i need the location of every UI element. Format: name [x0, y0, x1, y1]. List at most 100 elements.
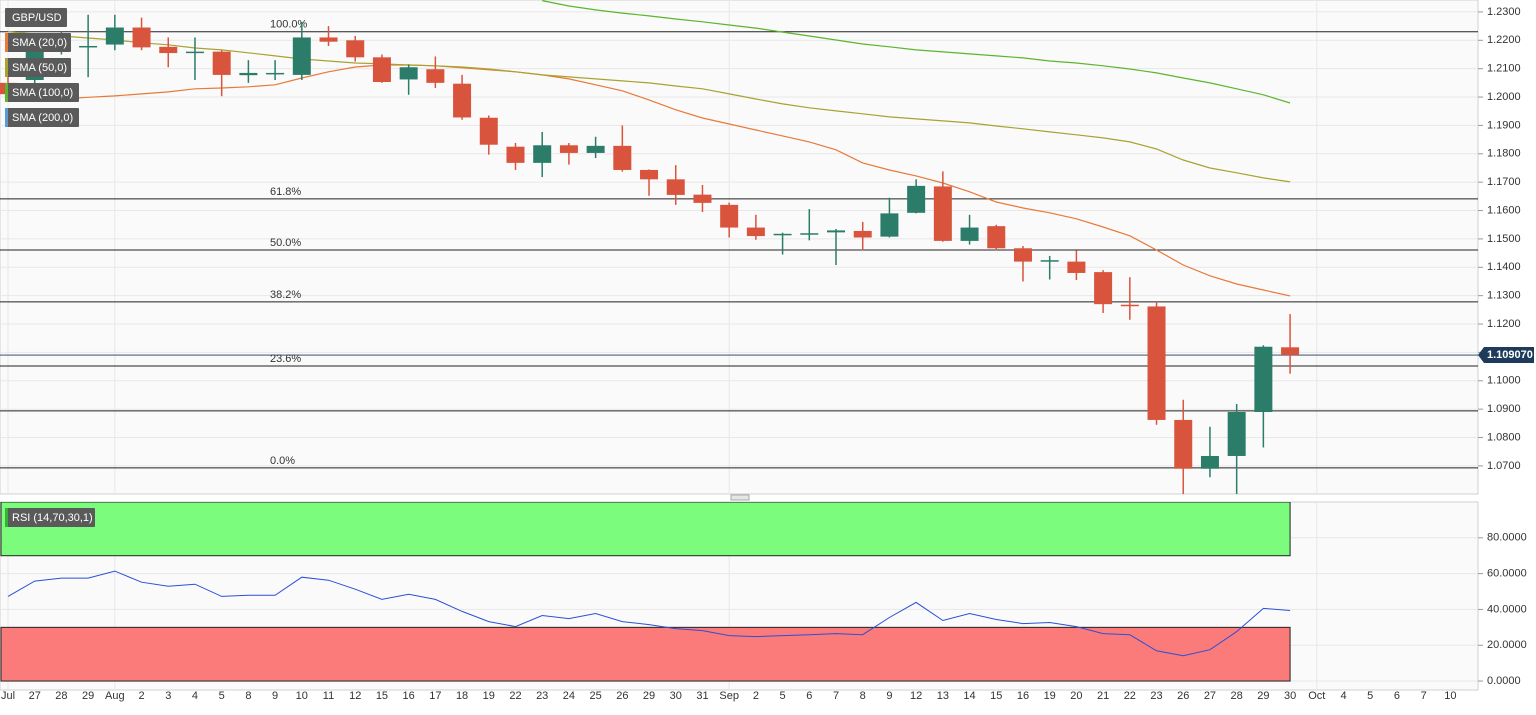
x-tick-label: 20 — [1070, 690, 1082, 702]
x-tick-label: 6 — [1394, 690, 1400, 702]
candle-body — [960, 227, 979, 241]
legend-swatch — [5, 108, 8, 127]
candle-body — [640, 169, 659, 180]
legend-box — [5, 58, 71, 77]
x-tick-label: 26 — [1177, 690, 1189, 702]
x-tick-label: 11 — [323, 690, 334, 702]
candle-body — [613, 145, 632, 170]
x-tick-label: 5 — [219, 690, 225, 702]
candle-body — [132, 27, 151, 48]
candle-body — [1147, 306, 1166, 420]
x-tick-label: Aug — [105, 690, 125, 702]
x-tick-label: 31 — [696, 690, 708, 702]
x-tick-label: 28 — [55, 690, 67, 702]
candle-body — [987, 226, 1006, 249]
x-tick-label: 27 — [1204, 690, 1216, 702]
x-tick-label: 3 — [165, 690, 171, 702]
candle-body — [853, 230, 872, 238]
x-tick-label: 18 — [456, 690, 468, 702]
x-tick-label: 12 — [910, 690, 922, 702]
candle-body — [292, 37, 311, 75]
fib-label: 50.0% — [270, 237, 301, 249]
y-tick-label: 1.2200 — [1487, 34, 1521, 46]
x-tick-label: 25 — [589, 690, 601, 702]
candle-body — [1281, 347, 1300, 355]
candle-body — [1040, 260, 1059, 262]
y-tick-label: 1.0900 — [1487, 403, 1521, 415]
x-tick-label: 14 — [963, 690, 975, 702]
y-tick-label: 1.1500 — [1487, 233, 1521, 245]
y-tick-label: 1.1700 — [1487, 176, 1521, 188]
legend-box — [5, 83, 79, 102]
legend-box — [5, 508, 95, 527]
x-tick-label: 7 — [1421, 690, 1427, 702]
y-tick-label: 0.0000 — [1487, 675, 1521, 687]
rsi-plot — [0, 502, 1478, 690]
candle-body — [880, 213, 899, 237]
x-tick-label: 5 — [780, 690, 786, 702]
candle-body — [1200, 455, 1219, 469]
candle-body — [79, 45, 98, 48]
x-tick-label: 30 — [1284, 690, 1296, 702]
candle-body — [266, 72, 285, 75]
candle-body — [1174, 419, 1193, 469]
x-tick-label: 21 — [1097, 690, 1109, 702]
y-tick-label: 80.0000 — [1487, 532, 1527, 544]
candle-body — [1254, 346, 1273, 412]
candle-body — [506, 146, 525, 163]
candle-body — [827, 230, 846, 233]
candle-body — [426, 69, 445, 83]
legend-swatch — [5, 33, 8, 52]
candle-body — [346, 40, 365, 58]
y-tick-label: 1.1600 — [1487, 204, 1521, 216]
y-tick-label: 1.0700 — [1487, 460, 1521, 472]
candle-body — [907, 185, 926, 213]
x-tick-label: 4 — [192, 690, 198, 702]
y-tick-label: 1.1800 — [1487, 148, 1521, 160]
x-tick-label: Sep — [719, 690, 739, 702]
candle-body — [105, 27, 124, 45]
rsi-line — [7, 570, 1291, 657]
candle-body — [212, 51, 231, 75]
legend-box — [5, 8, 67, 27]
x-tick-label: 13 — [937, 690, 949, 702]
candle-body — [372, 57, 391, 83]
candle-body — [1227, 411, 1246, 456]
candle-body — [479, 117, 498, 145]
price-pane — [0, 0, 1479, 495]
pane-resize-handle[interactable] — [730, 494, 750, 501]
fib-label: 100.0% — [270, 19, 308, 31]
axes: 1.2300 1.2200 1.2100 1.2000 1.1900 1.1800 1.17… — [1, 6, 1534, 702]
candle-body — [399, 67, 418, 80]
x-tick-label: 26 — [616, 690, 628, 702]
candle-body — [746, 227, 765, 237]
y-tick-label: 1.1000 — [1487, 375, 1521, 387]
candle-body — [666, 179, 685, 195]
candle-body — [1013, 248, 1032, 262]
x-tick-label: 10 — [296, 690, 308, 702]
legend-label: SMA (100,0) — [12, 87, 73, 99]
candle-body — [773, 233, 792, 236]
legend-box — [5, 108, 79, 127]
x-tick-label: 15 — [376, 690, 388, 702]
x-tick-label: 19 — [483, 690, 495, 702]
y-tick-label: 1.2000 — [1487, 91, 1521, 103]
x-tick-label: 29 — [82, 690, 94, 702]
candle-body — [693, 194, 712, 203]
last-price-tag — [1478, 347, 1534, 364]
y-tick-label: 1.0800 — [1487, 431, 1521, 443]
y-tick-label: 1.2100 — [1487, 63, 1521, 75]
candle-body — [1094, 272, 1113, 305]
y-tick-label: 1.1300 — [1487, 290, 1521, 302]
candle-body — [1120, 304, 1139, 307]
x-tick-label: 30 — [670, 690, 682, 702]
fib-label: 61.8% — [270, 186, 301, 198]
rsi-zone — [0, 626, 1291, 682]
candle-body — [453, 83, 472, 118]
x-tick-label: 29 — [1257, 690, 1269, 702]
x-tick-label: 2 — [138, 690, 144, 702]
legend-swatch — [5, 83, 8, 102]
x-tick-label: 6 — [806, 690, 812, 702]
x-tick-label: 9 — [886, 690, 892, 702]
x-tick-label: 5 — [1367, 690, 1373, 702]
